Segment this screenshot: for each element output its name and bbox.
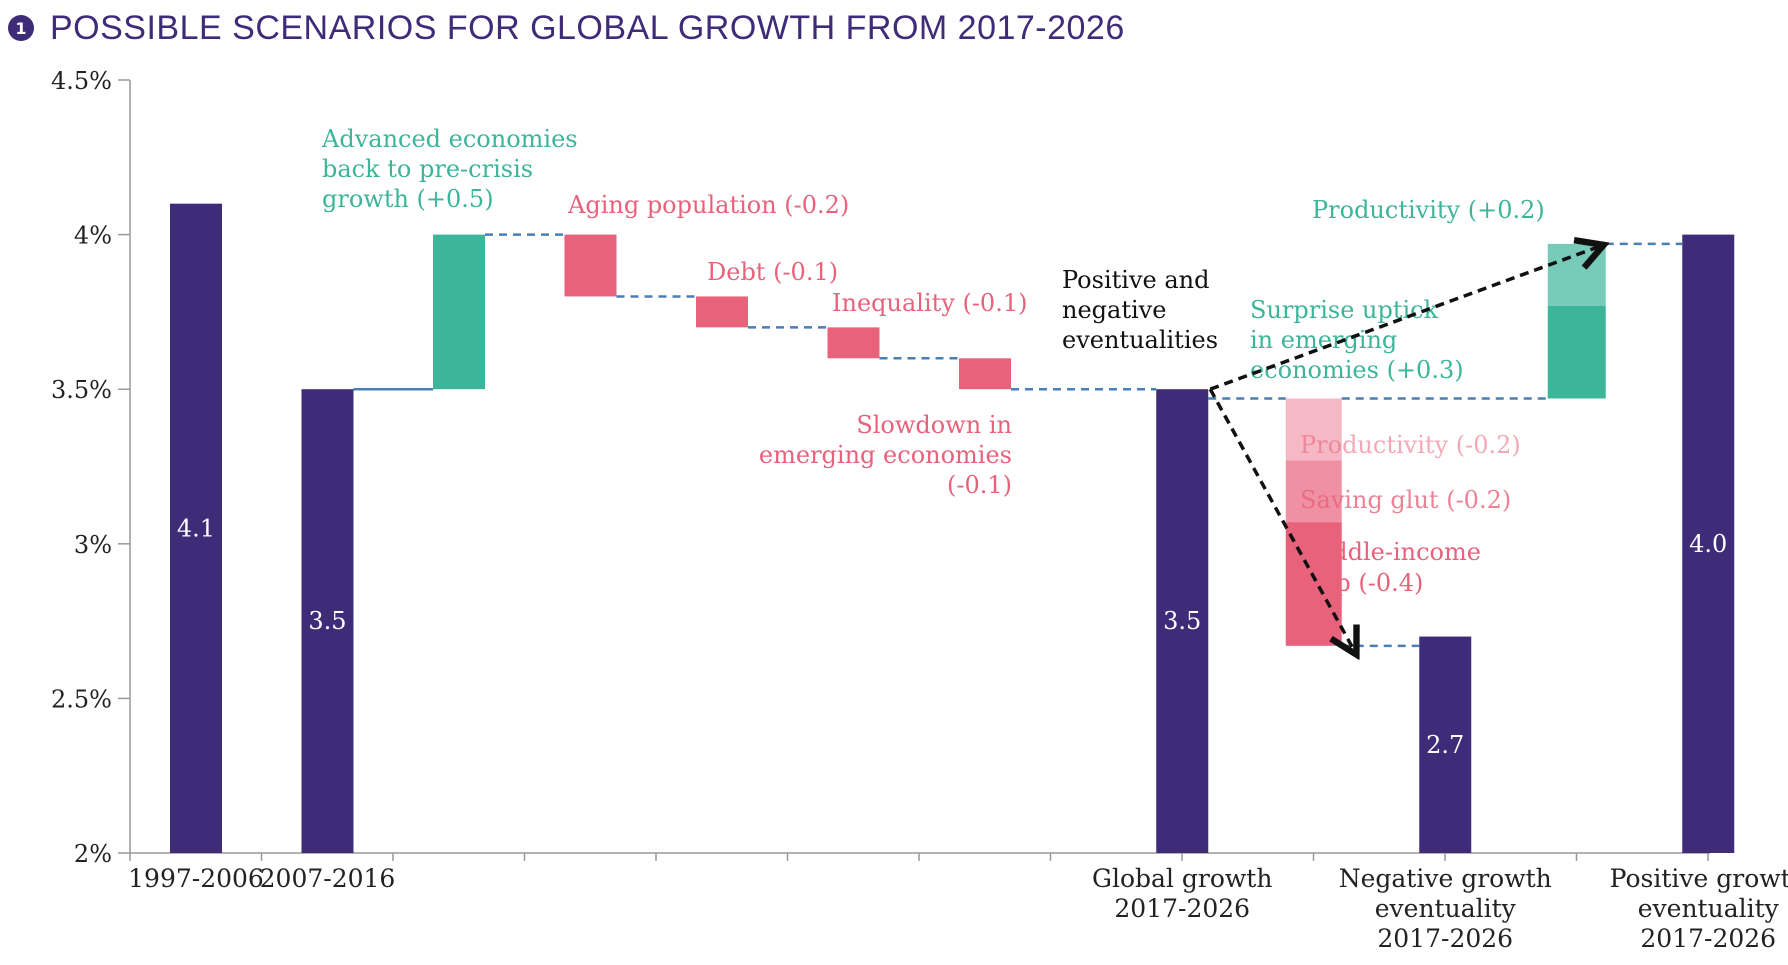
step-label: Inequality (-0.1) xyxy=(832,289,1027,317)
x-category-label: Global growth 2017-2026 xyxy=(1092,864,1272,923)
positive-stack-label: Surprise uptick in emerging economies (+0.… xyxy=(1250,296,1464,384)
total-bar xyxy=(1682,234,1735,854)
chart-header: 1 POSSIBLE SCENARIOS FOR GLOBAL GROWTH F… xyxy=(8,8,1125,48)
step-label: Advanced economies back to pre-crisis grow… xyxy=(321,125,578,213)
step-bar xyxy=(433,234,485,390)
positive-arrow xyxy=(1209,246,1601,391)
x-category-label: 2007-2016 xyxy=(260,864,396,893)
y-tick-label: 4% xyxy=(74,222,112,250)
total-bar-value-label: 4.1 xyxy=(177,514,215,542)
total-bar xyxy=(1156,389,1209,853)
step-bar xyxy=(827,327,880,359)
total-bar-value-label: 3.5 xyxy=(1163,607,1201,635)
y-tick-label: 4.5% xyxy=(51,67,112,95)
step-label: Debt (-0.1) xyxy=(707,258,838,286)
total-bar xyxy=(1419,636,1472,853)
chart-title: POSSIBLE SCENARIOS FOR GLOBAL GROWTH FRO… xyxy=(50,8,1125,47)
total-bar xyxy=(301,389,354,853)
total-bar-value-label: 4.0 xyxy=(1689,530,1727,558)
total-bar-value-label: 3.5 xyxy=(308,607,346,635)
x-category-label: Negative growth eventuality 2017-2026 xyxy=(1339,864,1552,953)
total-bar-value-label: 2.7 xyxy=(1426,731,1464,759)
step-bar xyxy=(696,296,748,328)
y-tick-label: 2.5% xyxy=(51,685,112,713)
eventualities-annotation: Positive and negative eventualities xyxy=(1062,266,1218,354)
y-tick-label: 3% xyxy=(74,531,112,559)
figure-number-badge: 1 xyxy=(8,15,34,41)
x-category-label: 1997-2006 xyxy=(128,864,264,893)
step-bar xyxy=(564,234,617,297)
negative-stack-segment xyxy=(1285,460,1342,523)
step-label: Aging population (-0.2) xyxy=(567,191,849,219)
negative-stack-label: Productivity (-0.2) xyxy=(1300,431,1521,459)
positive-stack-segment xyxy=(1547,305,1606,399)
x-category-label: Positive growth eventuality 2017-2026 xyxy=(1610,864,1788,953)
negative-arrow xyxy=(1208,388,1355,652)
y-tick-label: 2% xyxy=(74,840,112,868)
total-bar xyxy=(170,203,222,853)
step-bar xyxy=(959,358,1011,390)
step-label: Slowdown in emerging economies (-0.1) xyxy=(759,411,1012,499)
y-tick-label: 3.5% xyxy=(51,376,112,404)
negative-stack-label: Saving glut (-0.2) xyxy=(1300,486,1511,514)
negative-stack-segment xyxy=(1285,398,1342,461)
positive-stack-label: Productivity (+0.2) xyxy=(1312,196,1545,224)
